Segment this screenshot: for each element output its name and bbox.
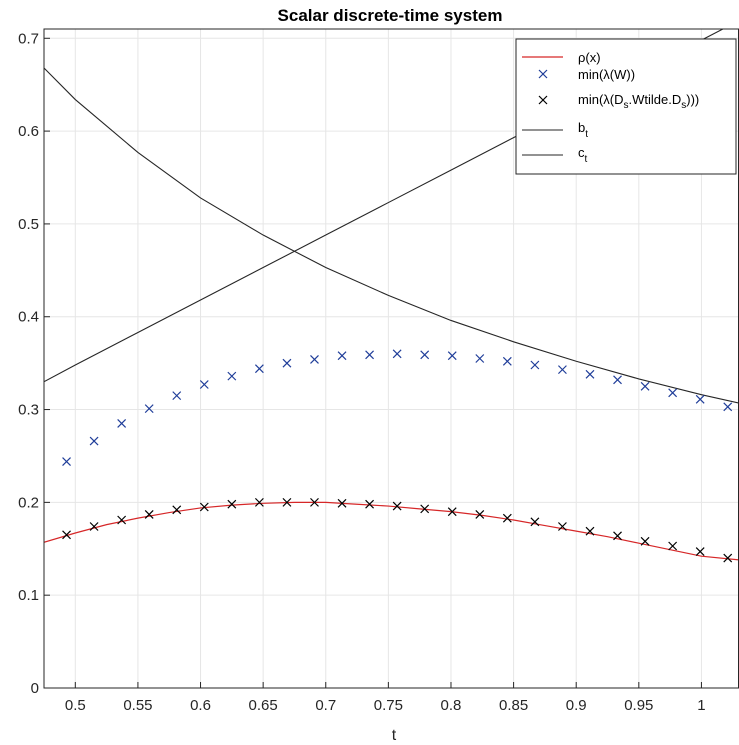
series-ct-line (44, 67, 739, 404)
y-tick-label: 0.7 (18, 30, 39, 47)
series-minW-point (117, 419, 127, 428)
legend-ct-sub: t (585, 154, 588, 165)
series-minD-point (337, 498, 347, 508)
legend-minW-main: min(λ(W)) (578, 67, 635, 82)
series-minW-point (89, 436, 99, 446)
x-tick-label: 0.75 (374, 697, 403, 714)
series-minW-point (558, 365, 567, 375)
legend-marker-minD (538, 95, 548, 105)
y-tick-label: 0.6 (18, 123, 39, 140)
series-minD-point (447, 507, 457, 517)
tick-marks (44, 37, 702, 689)
chart-title: Scalar discrete-time system (278, 6, 503, 25)
legend-minD-post: ))) (686, 92, 699, 107)
series-minD-point (310, 497, 319, 507)
series-minW-point (365, 350, 375, 360)
series-rho-line (44, 501, 739, 561)
series-minW-point (254, 364, 264, 374)
series-minW-point (613, 375, 622, 385)
series-minD-point (420, 504, 430, 514)
x-tick-label: 0.95 (624, 697, 653, 714)
legend: ρ(x) min(λ(W)) min(λ(Ds.Wtilde.Ds))) bt … (515, 38, 737, 175)
series-minD-point (282, 497, 292, 507)
legend-minD-sub1: s (624, 100, 629, 111)
series-minW-point (640, 381, 650, 391)
y-tick-label: 0.4 (18, 309, 39, 326)
x-tick-label: 0.6 (190, 697, 211, 714)
legend-rho-main: ρ(x) (578, 50, 601, 65)
legend-minD-pre: min(λ(D (578, 92, 624, 107)
legend-label-bt: bt (578, 120, 588, 140)
series-minD-point (585, 526, 595, 536)
series-minD-point (172, 505, 182, 515)
series-minD-point (695, 547, 705, 556)
x-tick-label: 0.7 (315, 697, 336, 714)
x-axis-label: t (392, 727, 397, 744)
series-minD-point (668, 541, 678, 551)
x-tick-label: 0.9 (566, 697, 587, 714)
legend-label-minW: min(λ(W)) (578, 67, 635, 82)
series-minW-point (695, 394, 705, 404)
legend-box (515, 38, 737, 175)
series-minW-point (337, 351, 347, 361)
series-minW-point (502, 356, 512, 366)
series-minW-point (723, 402, 733, 412)
series-minW-point (420, 350, 430, 360)
series-minW-point (144, 404, 154, 414)
series-minW-point (475, 354, 485, 363)
series-minW-point (172, 391, 182, 401)
series-minW-point (392, 349, 402, 359)
x-tick-label: 0.85 (499, 697, 528, 714)
legend-bt-main: b (578, 120, 585, 135)
series-minD-point (502, 513, 512, 523)
series-minW-point (282, 358, 292, 368)
series-minD-point (640, 536, 650, 546)
series-minD-point (613, 531, 622, 541)
y-tick-label: 0.5 (18, 216, 39, 233)
series-minW-point (227, 371, 237, 381)
x-tick-label: 0.8 (441, 697, 462, 714)
series-minW-point (585, 369, 595, 379)
series-minD-point (144, 510, 154, 519)
series-minW-point (62, 457, 71, 466)
series-minD-point (117, 515, 127, 525)
series-minD-point (475, 510, 485, 519)
series-minW-point (530, 360, 540, 370)
series-minD-point (254, 497, 264, 507)
series-minD-point (392, 501, 402, 511)
tick-labels: 0.5 0.55 0.6 0.65 0.7 0.75 0.8 0.85 0.9 0.95 1 0 0.1… (18, 30, 705, 714)
y-tick-label: 0.1 (18, 587, 39, 604)
series-minD-point (199, 502, 209, 512)
x-tick-label: 0.5 (65, 697, 86, 714)
y-tick-label: 0.3 (18, 402, 39, 419)
y-tick-label: 0.2 (18, 494, 39, 511)
series-minD-point (723, 553, 733, 563)
legend-ct-main: c (578, 145, 585, 160)
series-minD-point (365, 499, 375, 509)
legend-label-rho: ρ(x) (578, 50, 601, 65)
series-minD-point (62, 530, 71, 540)
series-minW-point (447, 351, 457, 361)
legend-minD-mid: .Wtilde.D (629, 92, 682, 107)
legend-label-ct: ct (578, 145, 588, 165)
legend-marker-minW (538, 69, 548, 79)
legend-label-minD: min(λ(Ds.Wtilde.Ds))) (578, 92, 699, 111)
series-minD-point (89, 522, 99, 531)
x-tick-label: 1 (697, 697, 705, 714)
series-minW-point (310, 355, 319, 364)
series-minD-point (558, 522, 567, 531)
legend-minD-sub2: s (681, 100, 686, 111)
legend-bt-sub: t (585, 129, 588, 140)
y-tick-label: 0 (31, 680, 39, 697)
series-minD-point (530, 517, 540, 527)
series-minW-point (668, 388, 678, 398)
x-tick-label: 0.65 (249, 697, 278, 714)
series-minD-point (227, 499, 237, 509)
x-tick-label: 0.55 (123, 697, 152, 714)
series-minW-point (199, 380, 209, 389)
